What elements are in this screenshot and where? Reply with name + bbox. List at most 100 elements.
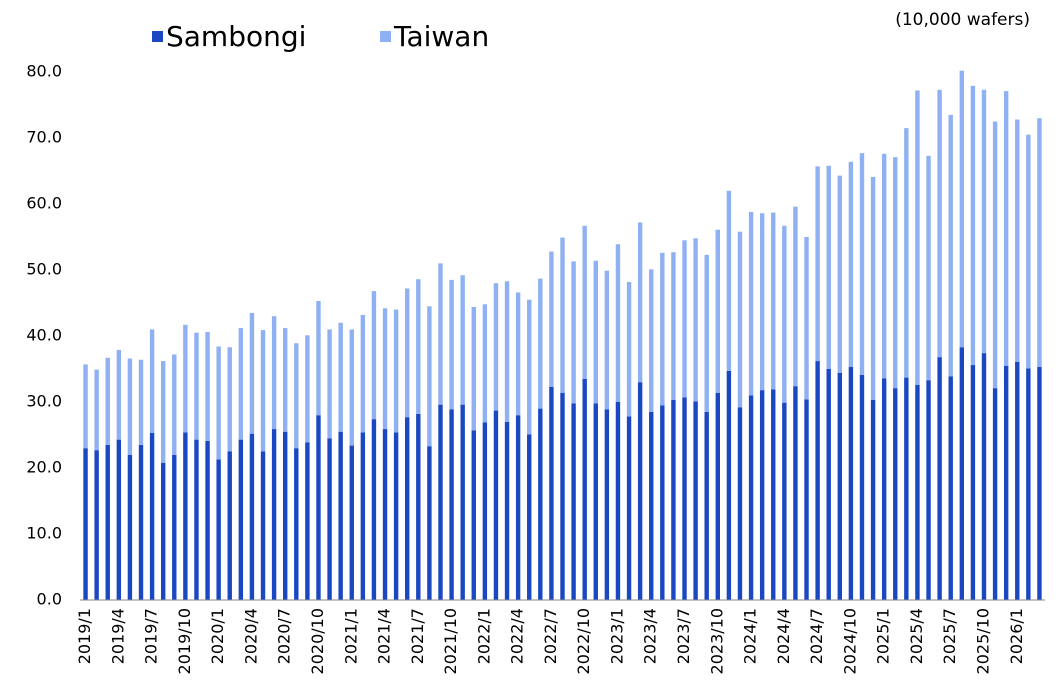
bar-segment — [515, 292, 521, 416]
bar-segment — [416, 413, 421, 600]
bar-segment — [260, 451, 266, 600]
bar-segment — [216, 459, 221, 600]
bar-segment — [460, 275, 465, 405]
bar-segment — [759, 390, 765, 600]
bar-segment — [693, 401, 698, 600]
bar-segment — [604, 270, 610, 410]
bar-segment — [127, 454, 133, 600]
bar-segment — [83, 448, 88, 600]
bar-segment — [859, 374, 865, 600]
bar-segment — [737, 231, 743, 408]
bar-segment — [438, 404, 443, 600]
x-tick-label: 2025/10 — [973, 608, 992, 674]
y-tick-label: 0.0 — [37, 590, 62, 609]
bar-segment — [837, 372, 842, 600]
bar-segment — [527, 434, 532, 600]
bar-segment — [405, 417, 410, 600]
bar-segment — [981, 353, 987, 600]
bar-segment — [904, 128, 909, 378]
bar-segment — [382, 308, 388, 430]
bar-segment — [992, 121, 998, 389]
x-tick-label: 2022/1 — [474, 608, 493, 664]
bar-segment — [427, 306, 432, 447]
bar-segment — [904, 377, 909, 600]
bar-segment — [160, 462, 166, 600]
bar-segment — [804, 399, 809, 600]
bar-segment — [338, 322, 343, 432]
bar-segment — [371, 419, 377, 600]
x-tick-label: 2021/10 — [441, 608, 460, 674]
bar-segment — [1037, 367, 1042, 600]
bar-segment — [715, 229, 720, 393]
x-tick-label: 2021/7 — [408, 608, 427, 664]
bar-segment — [271, 429, 277, 600]
bar-segment — [837, 175, 842, 373]
bar-segment — [593, 403, 598, 600]
bar-segment — [94, 450, 99, 600]
bar-segment — [748, 395, 754, 600]
bar-segment — [538, 408, 543, 600]
bar-segment — [815, 361, 820, 600]
bar-segment — [671, 252, 676, 401]
bar-segment — [771, 389, 776, 600]
x-tick-label: 2025/4 — [907, 608, 926, 664]
x-tick-label: 2019/10 — [175, 608, 194, 674]
bar-segment — [482, 422, 488, 600]
legend-swatch — [380, 31, 391, 42]
bar-segment — [626, 416, 632, 600]
bar-segment — [116, 439, 122, 600]
x-tick-label: 2022/10 — [574, 608, 593, 674]
bar-segment — [593, 260, 598, 404]
bar-segment — [682, 397, 687, 600]
bar-segment — [460, 404, 465, 600]
bar-segment — [227, 347, 232, 452]
x-tick-label: 2025/1 — [874, 608, 893, 664]
bar-segment — [893, 157, 898, 389]
bar-segment — [981, 89, 987, 354]
bar-segment — [571, 403, 576, 600]
bar-segment — [649, 411, 654, 600]
y-tick-label: 80.0 — [26, 62, 62, 81]
bar-segment — [959, 70, 965, 348]
bar-segment — [338, 431, 343, 600]
bar-segment — [482, 304, 488, 423]
bar-segment — [393, 432, 399, 600]
bar-segment — [371, 291, 377, 420]
bar-segment — [1003, 91, 1009, 366]
bar-segment — [227, 451, 232, 600]
bar-segment — [149, 433, 155, 600]
bar-segment — [948, 114, 953, 377]
bar-segment — [116, 349, 122, 440]
bar-segment — [360, 432, 366, 600]
x-tick-label: 2022/4 — [508, 608, 527, 664]
bar-segment — [970, 365, 976, 600]
bar-segment — [249, 433, 255, 600]
bar-segment — [393, 309, 399, 433]
bar-segment — [183, 324, 188, 433]
bar-segment — [172, 354, 177, 455]
legend-label: Sambongi — [166, 20, 306, 53]
bar-segment — [704, 254, 709, 412]
bar-segment — [948, 376, 953, 600]
bar-segment — [582, 378, 587, 600]
bar-segment — [105, 357, 110, 445]
bar-segment — [604, 409, 610, 600]
bar-segment — [327, 438, 332, 600]
bar-segment — [504, 281, 510, 422]
bar-segment — [915, 90, 920, 385]
x-tick-label: 2021/1 — [341, 608, 360, 664]
y-tick-label: 50.0 — [26, 260, 62, 279]
y-tick-label: 60.0 — [26, 194, 62, 213]
bar-segment — [560, 237, 565, 393]
bar-segment — [649, 269, 654, 412]
bar-segment — [438, 263, 443, 405]
bar-segment — [848, 367, 854, 600]
x-tick-label: 2023/7 — [674, 608, 693, 664]
bar-segment — [316, 301, 321, 416]
bar-segment — [271, 316, 277, 430]
bar-segment — [449, 409, 454, 600]
bar-segment — [427, 446, 432, 600]
x-tick-label: 2023/4 — [641, 608, 660, 664]
bar-segment — [782, 225, 787, 403]
bar-segment — [127, 358, 133, 455]
